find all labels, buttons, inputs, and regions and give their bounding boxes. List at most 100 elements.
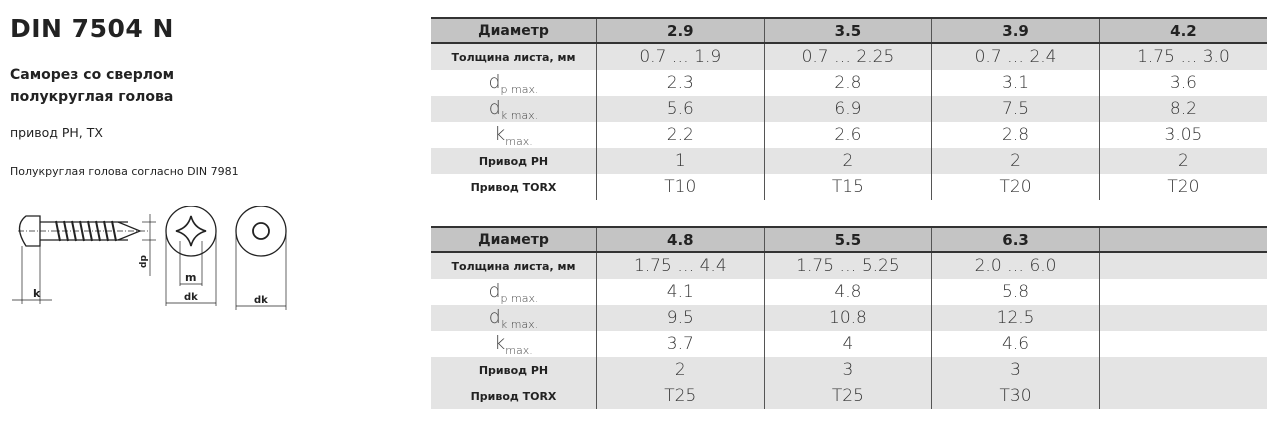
cell-torx: T25 [763, 383, 932, 409]
cell-ph: 2 [763, 148, 932, 174]
cell-torx: T15 [763, 174, 932, 200]
cell-diameter: 2.9 [596, 17, 765, 44]
cell-k: 3.7 [596, 331, 765, 357]
cell-k: 2.6 [763, 122, 932, 148]
cell-ph: 2 [931, 148, 1100, 174]
label-dk-2: dk [254, 295, 268, 306]
row-label-dk: dk max. [431, 305, 597, 331]
cell-k: 2.2 [596, 122, 765, 148]
subtitle-line-1: Саморез со сверлом [10, 67, 175, 83]
cell-torx: T20 [1098, 174, 1267, 200]
cell-k [1098, 331, 1267, 357]
subtitle-line-2: полукруглая голова [10, 89, 174, 105]
row-dp: dp max. 2.3 2.8 3.1 3.6 [431, 70, 1267, 96]
label-k: k [33, 287, 41, 300]
label-dp: dp [139, 255, 149, 268]
cell-ph: 2 [596, 357, 765, 383]
cell-dk: 10.8 [763, 305, 932, 331]
row-label-diameter: Диаметр [431, 17, 597, 44]
cell-diameter: 3.5 [763, 17, 932, 44]
cell-dp [1098, 279, 1267, 305]
cell-ph: 1 [596, 148, 765, 174]
row-diameter: Диаметр 4.8 5.5 6.3 [431, 226, 1267, 253]
row-label-dp: dp max. [431, 70, 597, 96]
cell-ph: 3 [763, 357, 932, 383]
cell-dp: 4.1 [596, 279, 765, 305]
spec-table-2: Диаметр 4.8 5.5 6.3 Толщина листа, мм 1.75 … … [431, 226, 1267, 409]
phillips-head-view [165, 206, 217, 306]
row-thickness: Толщина листа, мм 1.75 … 4.4 1.75 … 5.25 2.… [431, 252, 1267, 279]
row-label-diameter: Диаметр [431, 226, 597, 253]
cell-thickness: 0.7 … 2.25 [763, 43, 932, 70]
cell-torx: T25 [596, 383, 765, 409]
cell-thickness: 1.75 … 5.25 [763, 252, 932, 279]
screw-side-view [12, 214, 156, 304]
cell-ph: 2 [1098, 148, 1267, 174]
cell-thickness: 1.75 … 4.4 [596, 252, 765, 279]
row-label-k: kmax. [431, 331, 597, 357]
cell-dk: 12.5 [931, 305, 1100, 331]
cell-ph [1098, 357, 1267, 383]
row-torx: Привод TORX T10 T15 T20 T20 [431, 174, 1267, 200]
torx-head-view [235, 206, 287, 310]
row-torx: Привод TORX T25 T25 T30 [431, 383, 1267, 409]
row-dk: dk max. 5.6 6.9 7.5 8.2 [431, 96, 1267, 122]
row-ph: Привод PH 2 3 3 [431, 357, 1267, 383]
cell-torx: T20 [931, 174, 1100, 200]
cell-thickness: 0.7 … 1.9 [596, 43, 765, 70]
row-label-torx: Привод TORX [431, 174, 597, 200]
cell-dp: 2.3 [596, 70, 765, 96]
cell-diameter: 5.5 [763, 226, 932, 253]
cell-dk: 5.6 [596, 96, 765, 122]
row-label-ph: Привод PH [431, 357, 597, 383]
cell-diameter: 3.9 [931, 17, 1100, 44]
cell-dk: 6.9 [763, 96, 932, 122]
spec-table-1: Диаметр 2.9 3.5 3.9 4.2 Толщина листа, мм 0.7 … [431, 17, 1267, 200]
cell-torx [1098, 383, 1267, 409]
cell-dp: 3.6 [1098, 70, 1267, 96]
product-title: DIN 7504 N [10, 14, 174, 43]
label-dk-1: dk [184, 292, 198, 303]
row-label-ph: Привод PH [431, 148, 597, 174]
head-note: Полукруглая голова согласно DIN 7981 [10, 165, 239, 178]
row-label-torx: Привод TORX [431, 383, 597, 409]
cell-diameter: 4.2 [1098, 17, 1267, 44]
cell-torx: T30 [931, 383, 1100, 409]
row-label-thickness: Толщина листа, мм [431, 252, 597, 279]
cell-k: 4 [763, 331, 932, 357]
cell-diameter: 4.8 [596, 226, 765, 253]
row-thickness: Толщина листа, мм 0.7 … 1.9 0.7 … 2.25 0.7 … [431, 43, 1267, 70]
cell-dk [1098, 305, 1267, 331]
row-dk: dk max. 9.5 10.8 12.5 [431, 305, 1267, 331]
cell-ph: 3 [931, 357, 1100, 383]
row-k: kmax. 3.7 4 4.6 [431, 331, 1267, 357]
row-k: kmax. 2.2 2.6 2.8 3.05 [431, 122, 1267, 148]
row-label-thickness: Толщина листа, мм [431, 43, 597, 70]
cell-k: 2.8 [931, 122, 1100, 148]
cell-thickness: 0.7 … 2.4 [931, 43, 1100, 70]
cell-torx: T10 [596, 174, 765, 200]
row-diameter: Диаметр 2.9 3.5 3.9 4.2 [431, 17, 1267, 44]
cell-dk: 7.5 [931, 96, 1100, 122]
cell-dp: 5.8 [931, 279, 1100, 305]
row-ph: Привод PH 1 2 2 2 [431, 148, 1267, 174]
cell-dp: 3.1 [931, 70, 1100, 96]
cell-k: 3.05 [1098, 122, 1267, 148]
screw-drawing: k dp m dk dk [12, 206, 287, 310]
row-label-dp: dp max. [431, 279, 597, 305]
drive-types: привод PH, TX [10, 125, 103, 140]
cell-thickness: 2.0 … 6.0 [931, 252, 1100, 279]
cell-diameter: 6.3 [931, 226, 1100, 253]
row-dp: dp max. 4.1 4.8 5.8 [431, 279, 1267, 305]
row-label-dk: dk max. [431, 96, 597, 122]
cell-dp: 4.8 [763, 279, 932, 305]
cell-thickness [1098, 252, 1267, 279]
label-m: m [185, 271, 196, 284]
cell-dk: 8.2 [1098, 96, 1267, 122]
row-label-k: kmax. [431, 122, 597, 148]
cell-thickness: 1.75 … 3.0 [1098, 43, 1267, 70]
cell-k: 4.6 [931, 331, 1100, 357]
product-subtitle: Саморез со сверлом полукруглая голова [10, 64, 174, 108]
cell-dk: 9.5 [596, 305, 765, 331]
cell-dp: 2.8 [763, 70, 932, 96]
